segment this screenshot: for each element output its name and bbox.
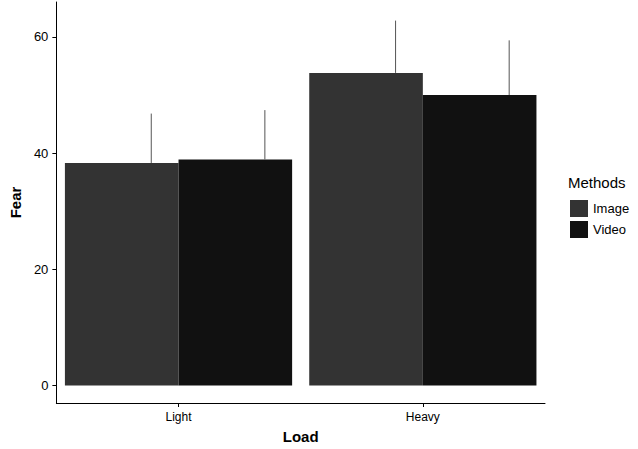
svg-text:20: 20 [34, 262, 48, 277]
svg-text:Image: Image [593, 201, 629, 216]
svg-text:Heavy: Heavy [406, 410, 440, 424]
svg-text:Methods: Methods [568, 174, 626, 191]
svg-text:Video: Video [593, 222, 626, 237]
svg-text:Fear: Fear [7, 186, 24, 218]
svg-text:40: 40 [34, 146, 48, 161]
svg-text:60: 60 [34, 29, 48, 44]
svg-text:Load: Load [283, 428, 319, 445]
svg-text:Light: Light [166, 410, 193, 424]
svg-text:0: 0 [41, 378, 48, 393]
